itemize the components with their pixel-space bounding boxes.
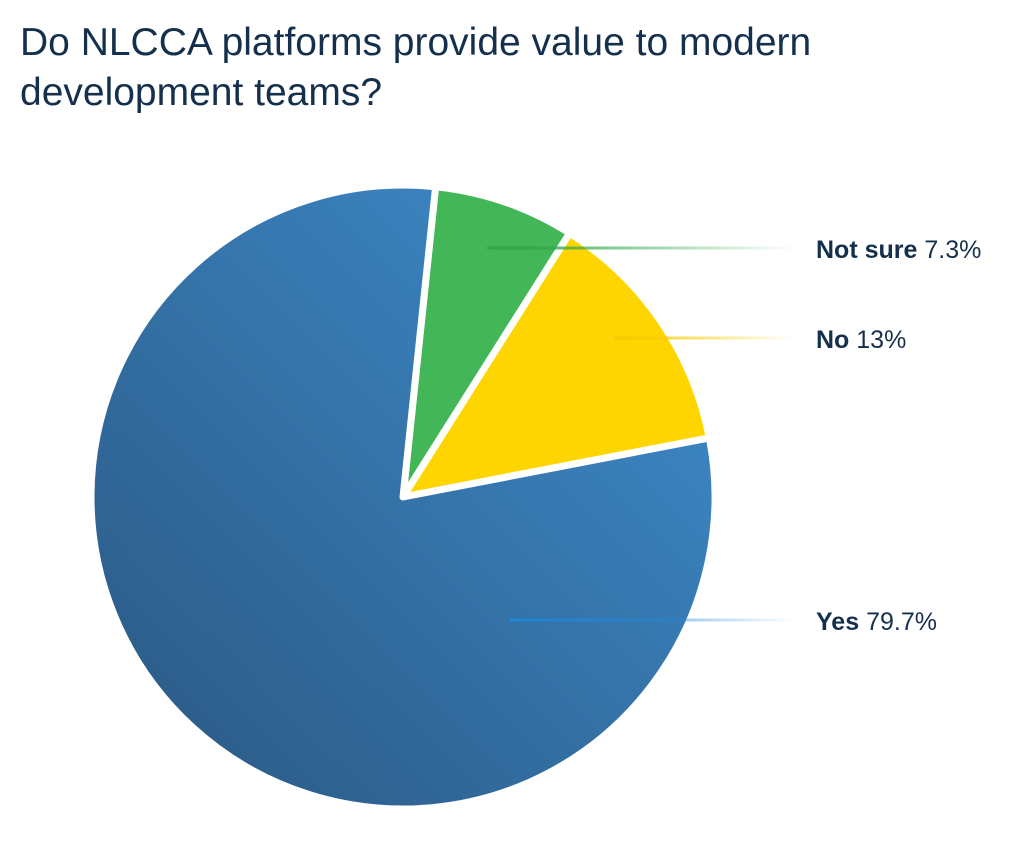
label-text: No: [816, 326, 850, 354]
label-text: Not sure: [816, 236, 918, 264]
label-value: 13%: [856, 326, 907, 354]
label-value: 7.3%: [924, 236, 982, 264]
pie-slice-yes: [87, 181, 719, 813]
leader-line-yes: [510, 618, 795, 622]
label-no: No 13%: [816, 326, 906, 355]
leader-line-no: [614, 336, 795, 340]
leader-line-not-sure: [486, 246, 795, 250]
label-value: 79.7%: [866, 608, 937, 636]
label-yes: Yes 79.7%: [816, 608, 937, 637]
pie-slice-not-sure: [399, 183, 574, 501]
label-not-sure: Not sure 7.3%: [816, 236, 981, 265]
chart-title: Do NLCCA platforms provide value to mode…: [20, 21, 812, 114]
label-text: Yes: [816, 608, 860, 636]
